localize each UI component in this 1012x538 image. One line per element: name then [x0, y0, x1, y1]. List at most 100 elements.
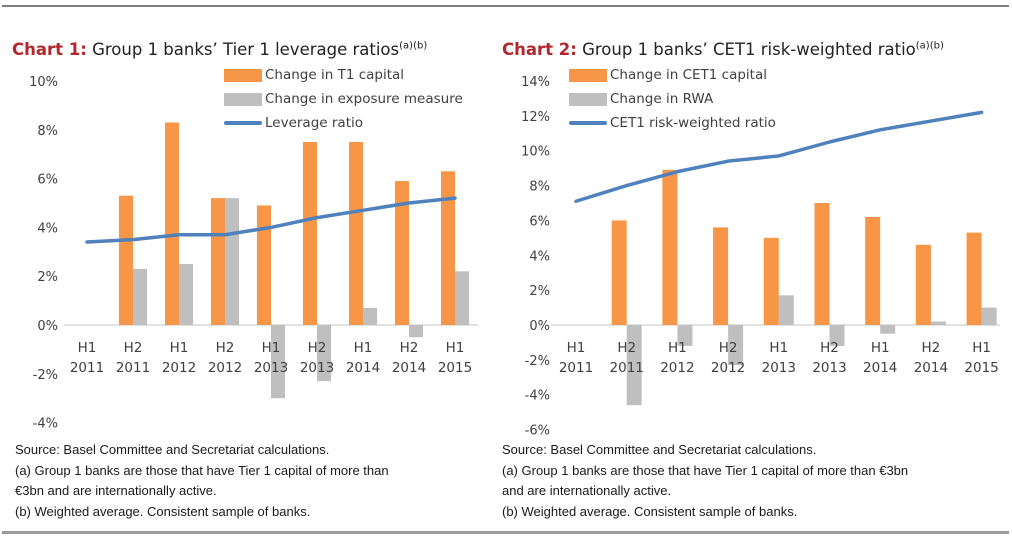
- footnote-b: (b) Weighted average. Consistent sample …: [502, 503, 798, 519]
- bar-capital: [303, 142, 317, 325]
- bar-change: [409, 325, 423, 338]
- legend-item-t1-capital: Change in T1 capital: [224, 63, 463, 87]
- legend-label: Change in exposure measure: [265, 91, 463, 107]
- x-tick-label-year: 2012: [162, 360, 196, 376]
- legend-swatch-line: [569, 121, 607, 125]
- chart-1-title-text: Group 1 banks’ Tier 1 leverage ratios: [86, 40, 400, 59]
- y-tick-label: 10%: [521, 145, 550, 160]
- x-tick-label-year: 2013: [762, 360, 796, 376]
- y-tick-label: -2%: [33, 368, 58, 383]
- footnote-a: (a) Group 1 banks are those that have Ti…: [15, 462, 389, 499]
- legend-label: Change in CET1 capital: [610, 67, 767, 83]
- x-tick-label-year: 2014: [914, 360, 948, 376]
- bar-capital: [713, 227, 729, 325]
- source-note: Source: Basel Committee and Secretariat …: [15, 442, 330, 457]
- source-note: Source: Basel Committee and Secretariat …: [502, 442, 817, 457]
- bar-change: [778, 295, 794, 325]
- y-tick-label: 10%: [29, 75, 58, 90]
- x-tick-label-period: H2: [124, 340, 143, 356]
- chart-2-notes: Source: Basel Committee and Secretariat …: [502, 440, 908, 522]
- y-tick-label: 4%: [37, 221, 58, 236]
- bar-change: [728, 325, 744, 366]
- bar-change: [677, 325, 693, 346]
- x-tick-label-period: H2: [719, 340, 738, 356]
- x-tick-label-year: 2015: [438, 360, 472, 376]
- bar-capital: [611, 220, 627, 325]
- footnote-a: (a) Group 1 banks are those that have Ti…: [502, 462, 909, 499]
- bar-change: [317, 325, 331, 382]
- x-tick-label-year: 2014: [346, 360, 380, 376]
- bar-capital: [257, 205, 271, 325]
- bar-capital: [349, 142, 363, 325]
- chart-1-panel: Chart 1: Group 1 banks’ Tier 1 leverage …: [0, 0, 500, 538]
- bar-capital: [915, 244, 931, 325]
- y-tick-label: 14%: [521, 75, 550, 90]
- x-tick-label-period: H1: [972, 340, 991, 356]
- chart-1-plot: 10% 8% 6% 4% 2% 0% -2% -4% H1 2011 H2 2011 H1 2012 H2 2…: [29, 75, 478, 432]
- y-tick-label: 6%: [529, 214, 550, 229]
- bar-capital: [441, 171, 455, 325]
- x-tick-label-period: H2: [400, 340, 419, 356]
- x-tick-label-year: 2011: [116, 360, 150, 376]
- y-tick-label: 2%: [529, 284, 550, 299]
- x-tick-label-period: H1: [769, 340, 788, 356]
- x-tick-label-year: 2013: [254, 360, 288, 376]
- y-tick-label: 8%: [529, 180, 550, 195]
- chart-2-title-label: Chart 2:: [502, 40, 577, 59]
- x-tick-label-period: H2: [820, 340, 839, 356]
- x-tick-label-year: 2013: [300, 360, 334, 376]
- bar-capital: [395, 181, 409, 325]
- y-tick-label: -2%: [525, 354, 550, 369]
- x-tick-label-year: 2011: [559, 360, 593, 376]
- x-tick-label-period: H2: [308, 340, 327, 356]
- legend-swatch-gray: [569, 92, 607, 106]
- bar-change: [179, 264, 193, 325]
- y-tick-label: 2%: [37, 270, 58, 285]
- x-tick-label-year: 2014: [863, 360, 897, 376]
- bar-change: [133, 268, 147, 325]
- chart-2-title-text: Group 1 banks’ CET1 risk-weighted ratio: [576, 40, 916, 59]
- legend-swatch-gray: [224, 92, 262, 106]
- chart-2-title-footnote: (a)(b): [915, 40, 944, 52]
- x-tick-label-period: H1: [668, 340, 687, 356]
- chart-1-title-label: Chart 1:: [12, 40, 87, 59]
- bar-change: [981, 307, 997, 325]
- legend-label: Change in RWA: [610, 91, 714, 107]
- x-tick-label-period: H2: [617, 340, 636, 356]
- bar-change: [363, 307, 377, 325]
- chart-1-title-footnote: (a)(b): [399, 40, 428, 52]
- x-tick-label-period: H1: [354, 340, 373, 356]
- chart-2-plot: 14% 12% 10% 8% 6% 4% 2% 0% -2% -4% -6% H1 2011 H2 2011…: [521, 75, 1000, 439]
- x-tick-label-year: 2013: [812, 360, 846, 376]
- legend-swatch-line: [224, 121, 262, 125]
- legend-item-rwa: Change in RWA: [569, 87, 776, 111]
- legend-swatch-orange: [224, 68, 262, 82]
- x-tick-label-year: 2011: [70, 360, 104, 376]
- y-tick-label: 6%: [37, 173, 58, 188]
- legend-item-leverage-ratio: Leverage ratio: [224, 111, 463, 135]
- y-tick-label: 0%: [529, 319, 550, 334]
- x-tick-label-year: 2015: [964, 360, 998, 376]
- chart-1-legend: Change in T1 capital Change in exposure …: [224, 63, 463, 135]
- x-tick-label-period: H1: [871, 340, 890, 356]
- x-tick-label-period: H1: [446, 340, 465, 356]
- ratio-line: [85, 196, 457, 244]
- bar-change: [880, 325, 896, 334]
- legend-item-cet1-ratio: CET1 risk-weighted ratio: [569, 111, 776, 135]
- chart-1-title: Chart 1: Group 1 banks’ Tier 1 leverage …: [12, 40, 427, 59]
- footnote-b: (b) Weighted average. Consistent sample …: [15, 503, 311, 519]
- bar-capital: [865, 216, 881, 325]
- bar-capital: [814, 203, 830, 325]
- bottom-rule: [2, 531, 1009, 534]
- bar-change: [225, 198, 239, 325]
- legend-label: Change in T1 capital: [265, 67, 405, 83]
- y-tick-label: -4%: [33, 417, 58, 432]
- y-tick-label: 8%: [37, 124, 58, 139]
- y-tick-label: 0%: [37, 319, 58, 334]
- bar-capital: [966, 232, 982, 325]
- x-tick-label-period: H1: [262, 340, 281, 356]
- bar-capital: [211, 198, 225, 325]
- x-tick-label-period: H1: [78, 340, 97, 356]
- y-tick-label: -4%: [525, 389, 550, 404]
- y-tick-label: 12%: [521, 110, 550, 125]
